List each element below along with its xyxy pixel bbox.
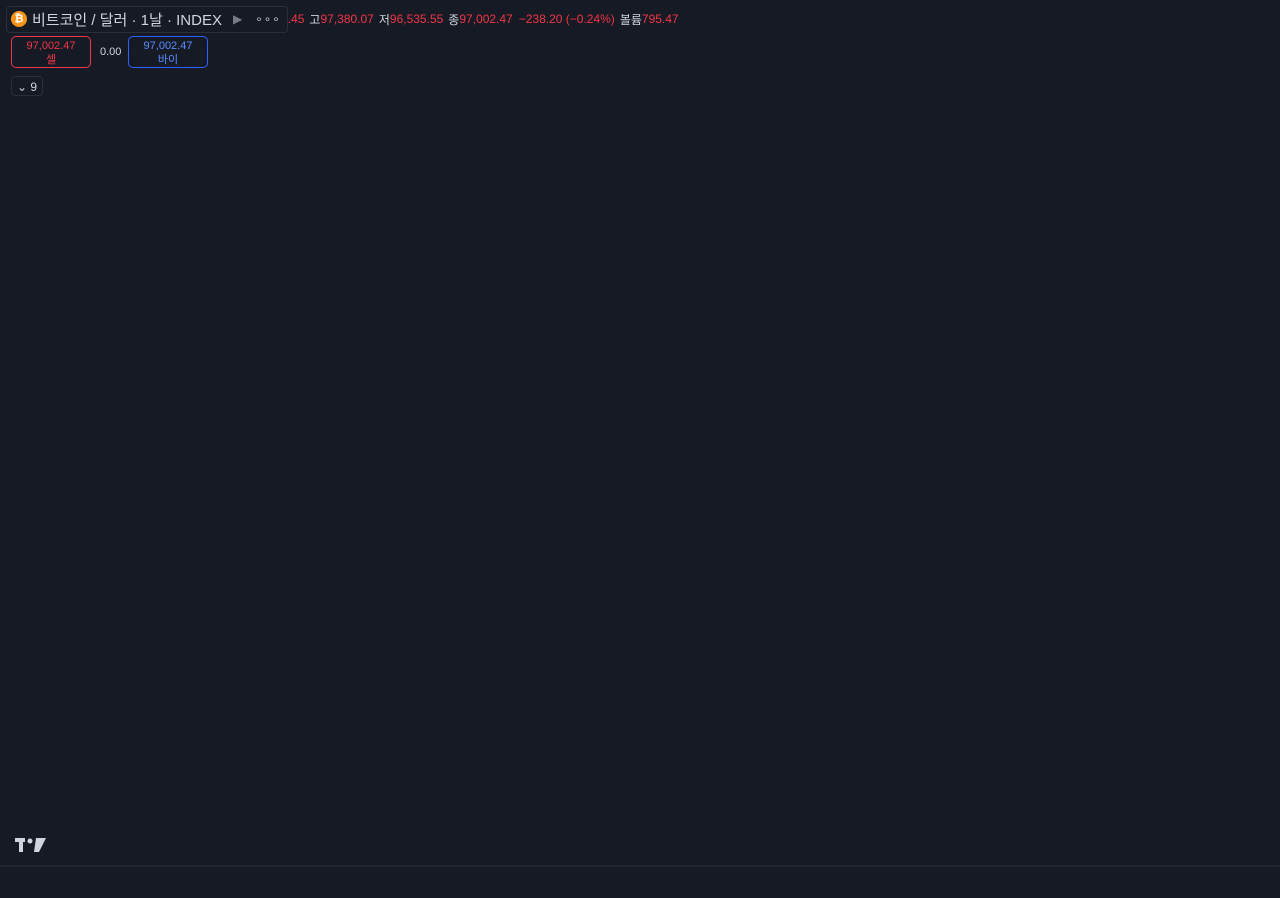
sell-label: 셀	[45, 54, 57, 66]
symbol-box[interactable]: ₿ 비트코인 / 달러 · 1날 · INDEX ▶ ∘∘∘	[6, 5, 288, 33]
close-label: 종	[448, 12, 460, 27]
coin-icon: ₿	[11, 11, 27, 27]
logo-part	[19, 838, 23, 852]
logo-part	[34, 838, 46, 852]
indicators-count: 9	[30, 80, 38, 94]
low-value: 96,535.55	[389, 12, 444, 26]
volume-value: 795.47	[641, 12, 679, 26]
buy-price: 97,002.47	[143, 40, 193, 52]
spread: 0.00	[100, 46, 122, 58]
x-axis	[0, 866, 1280, 898]
open-value: .45	[287, 12, 305, 26]
indicators-toggle[interactable]: ⌄ 9	[11, 76, 43, 96]
volume-label: 볼륨	[619, 12, 642, 27]
logo-part	[27, 838, 33, 844]
low-label: 저	[378, 12, 390, 27]
buy-label: 바이	[157, 54, 179, 66]
high-value: 97,380.07	[320, 12, 374, 26]
close-value: 97,002.47	[459, 12, 513, 26]
buy-button[interactable]: 97,002.47 바이	[128, 36, 208, 68]
sell-price: 97,002.47	[26, 40, 76, 52]
legend-bar: ₿ 비트코인 / 달러 · 1날 · INDEX ▶ ∘∘∘ .45 고 97,…	[6, 5, 679, 33]
more-icon[interactable]: ∘∘∘	[255, 12, 281, 26]
tv-logo	[15, 838, 46, 852]
flag-icon[interactable]: ▶	[232, 12, 243, 26]
high-label: 고	[309, 12, 321, 27]
sell-button[interactable]: 97,002.47 셀	[11, 36, 91, 68]
change-value: −238.20 (−0.24%)	[518, 12, 615, 26]
chevron: ⌄	[16, 80, 31, 94]
symbol: 비트코인 / 달러 · 1날 · INDEX	[32, 11, 222, 29]
